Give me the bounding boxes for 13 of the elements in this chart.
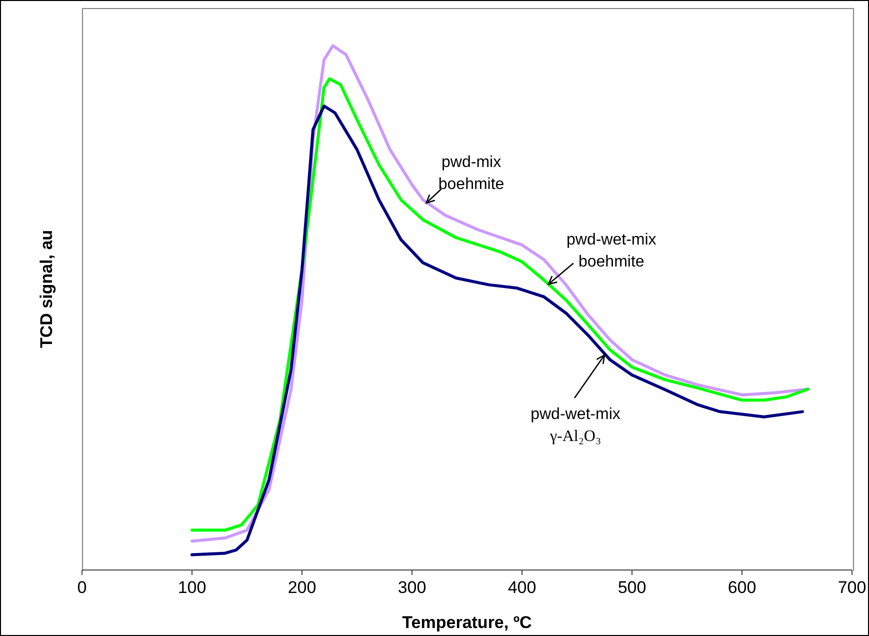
x-axis-title: Temperature, ºC <box>402 613 532 632</box>
x-tick-label: 300 <box>398 578 426 598</box>
x-tick-label: 700 <box>838 578 866 598</box>
x-tick-label: 0 <box>77 578 87 598</box>
y-axis-title: TCD signal, au <box>37 230 56 348</box>
annotation: pwd-wet-mix γ-Al₂O₃ <box>530 406 620 446</box>
x-tick-label: 100 <box>178 578 206 598</box>
annotation: pwd-mix boehmite <box>438 154 504 194</box>
x-tick-label: 600 <box>728 578 756 598</box>
x-tick-label: 400 <box>508 578 536 598</box>
x-tick-label: 500 <box>618 578 646 598</box>
x-tick-label: 200 <box>288 578 316 598</box>
annotation: pwd-wet-mix boehmite <box>566 231 656 270</box>
